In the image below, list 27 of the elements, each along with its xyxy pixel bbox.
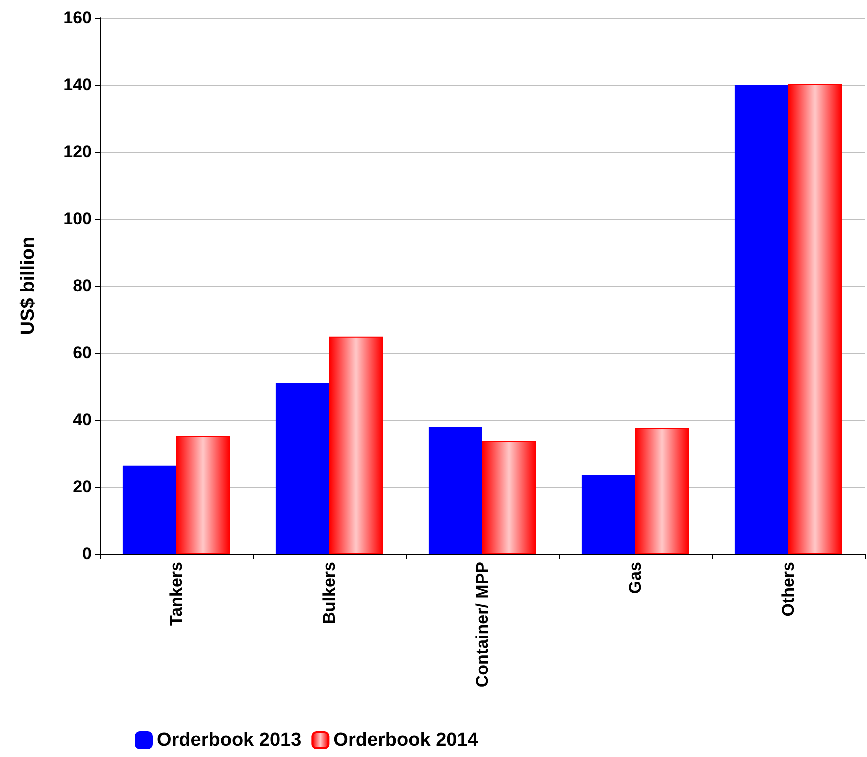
y-tick-label: 100	[64, 210, 92, 228]
x-tick-label: Container/ MPP	[473, 562, 492, 688]
bar	[276, 383, 330, 554]
bar	[582, 474, 636, 554]
legend-label: Orderbook 2013	[157, 730, 302, 751]
x-tick-label: Bulkers	[320, 562, 339, 624]
y-axis-title: US$ billion	[18, 236, 39, 336]
y-tick-label: 120	[64, 142, 92, 162]
x-tick-label: Others	[779, 562, 798, 617]
x-tick-label: Tankers	[167, 562, 186, 626]
y-tick-label: 40	[73, 410, 92, 430]
bar	[122, 466, 176, 554]
bar	[788, 84, 842, 554]
bar	[176, 436, 230, 554]
y-tick-label: 60	[73, 344, 92, 362]
bar	[636, 428, 690, 554]
y-tick-label: 80	[73, 276, 92, 296]
bar	[482, 441, 536, 554]
y-tick-label: 0	[82, 544, 92, 564]
legend-label: Orderbook 2014	[334, 730, 479, 751]
y-tick-label: 140	[64, 76, 92, 94]
bar	[428, 427, 482, 554]
y-tick-label: 160	[64, 8, 92, 28]
bar	[734, 85, 788, 554]
y-tick-label: 20	[73, 478, 92, 496]
bar	[330, 336, 384, 554]
x-tick-label: Gas	[626, 562, 645, 594]
